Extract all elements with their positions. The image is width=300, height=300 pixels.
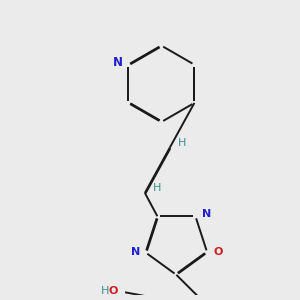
Text: N: N — [131, 248, 140, 257]
Text: H: H — [153, 183, 162, 194]
Text: N: N — [113, 56, 123, 69]
Text: O: O — [214, 248, 223, 257]
Text: H: H — [100, 286, 109, 296]
Text: H: H — [178, 138, 186, 148]
Text: O: O — [109, 286, 118, 296]
Text: N: N — [202, 209, 211, 219]
